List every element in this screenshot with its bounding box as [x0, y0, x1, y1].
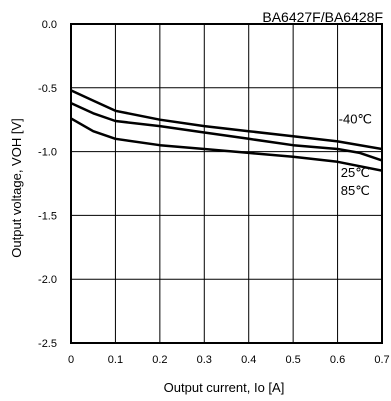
- grid: [71, 24, 382, 343]
- tick-labels: 0 0.1 0.2 0.3 0.4 0.5 0.6 0.7 0.0 -0.5 -1.0 -1.5 -2.…: [38, 19, 390, 366]
- y-tick-label: -2.0: [38, 274, 57, 286]
- x-tick-label: 0.5: [285, 354, 300, 366]
- series-label-1: 25℃: [341, 165, 370, 180]
- y-tick-label: -1.5: [38, 210, 57, 222]
- plot-frame: [70, 23, 383, 344]
- series-label-2: 85℃: [341, 183, 370, 198]
- y-tick-label: -2.5: [38, 338, 57, 350]
- series-label-0: -40℃: [339, 112, 372, 127]
- series-line-1: [70, 101, 383, 162]
- series-lines: [70, 89, 383, 172]
- y-axis-label: Output voltage, VOH [V]: [9, 118, 24, 257]
- x-tick-label: 0.6: [330, 354, 345, 366]
- x-tick-label: 0.2: [152, 354, 167, 366]
- y-tick-label: -1.0: [38, 147, 57, 159]
- y-tick-label: 0.0: [42, 19, 57, 31]
- y-tick-label: -0.5: [38, 83, 57, 95]
- x-tick-label: 0: [68, 354, 74, 366]
- x-tick-label: 0.1: [108, 354, 123, 366]
- x-axis-label: Output current, Io [A]: [164, 380, 285, 395]
- series-line-2: [70, 117, 383, 172]
- x-tick-label: 0.3: [197, 354, 212, 366]
- series-line-0: [70, 89, 383, 151]
- x-tick-label: 0.4: [241, 354, 256, 366]
- x-tick-label: 0.7: [374, 354, 389, 366]
- series-labels: -40℃ 25℃ 85℃: [339, 112, 372, 198]
- chart-title: BA6427F/BA6428F: [262, 9, 383, 25]
